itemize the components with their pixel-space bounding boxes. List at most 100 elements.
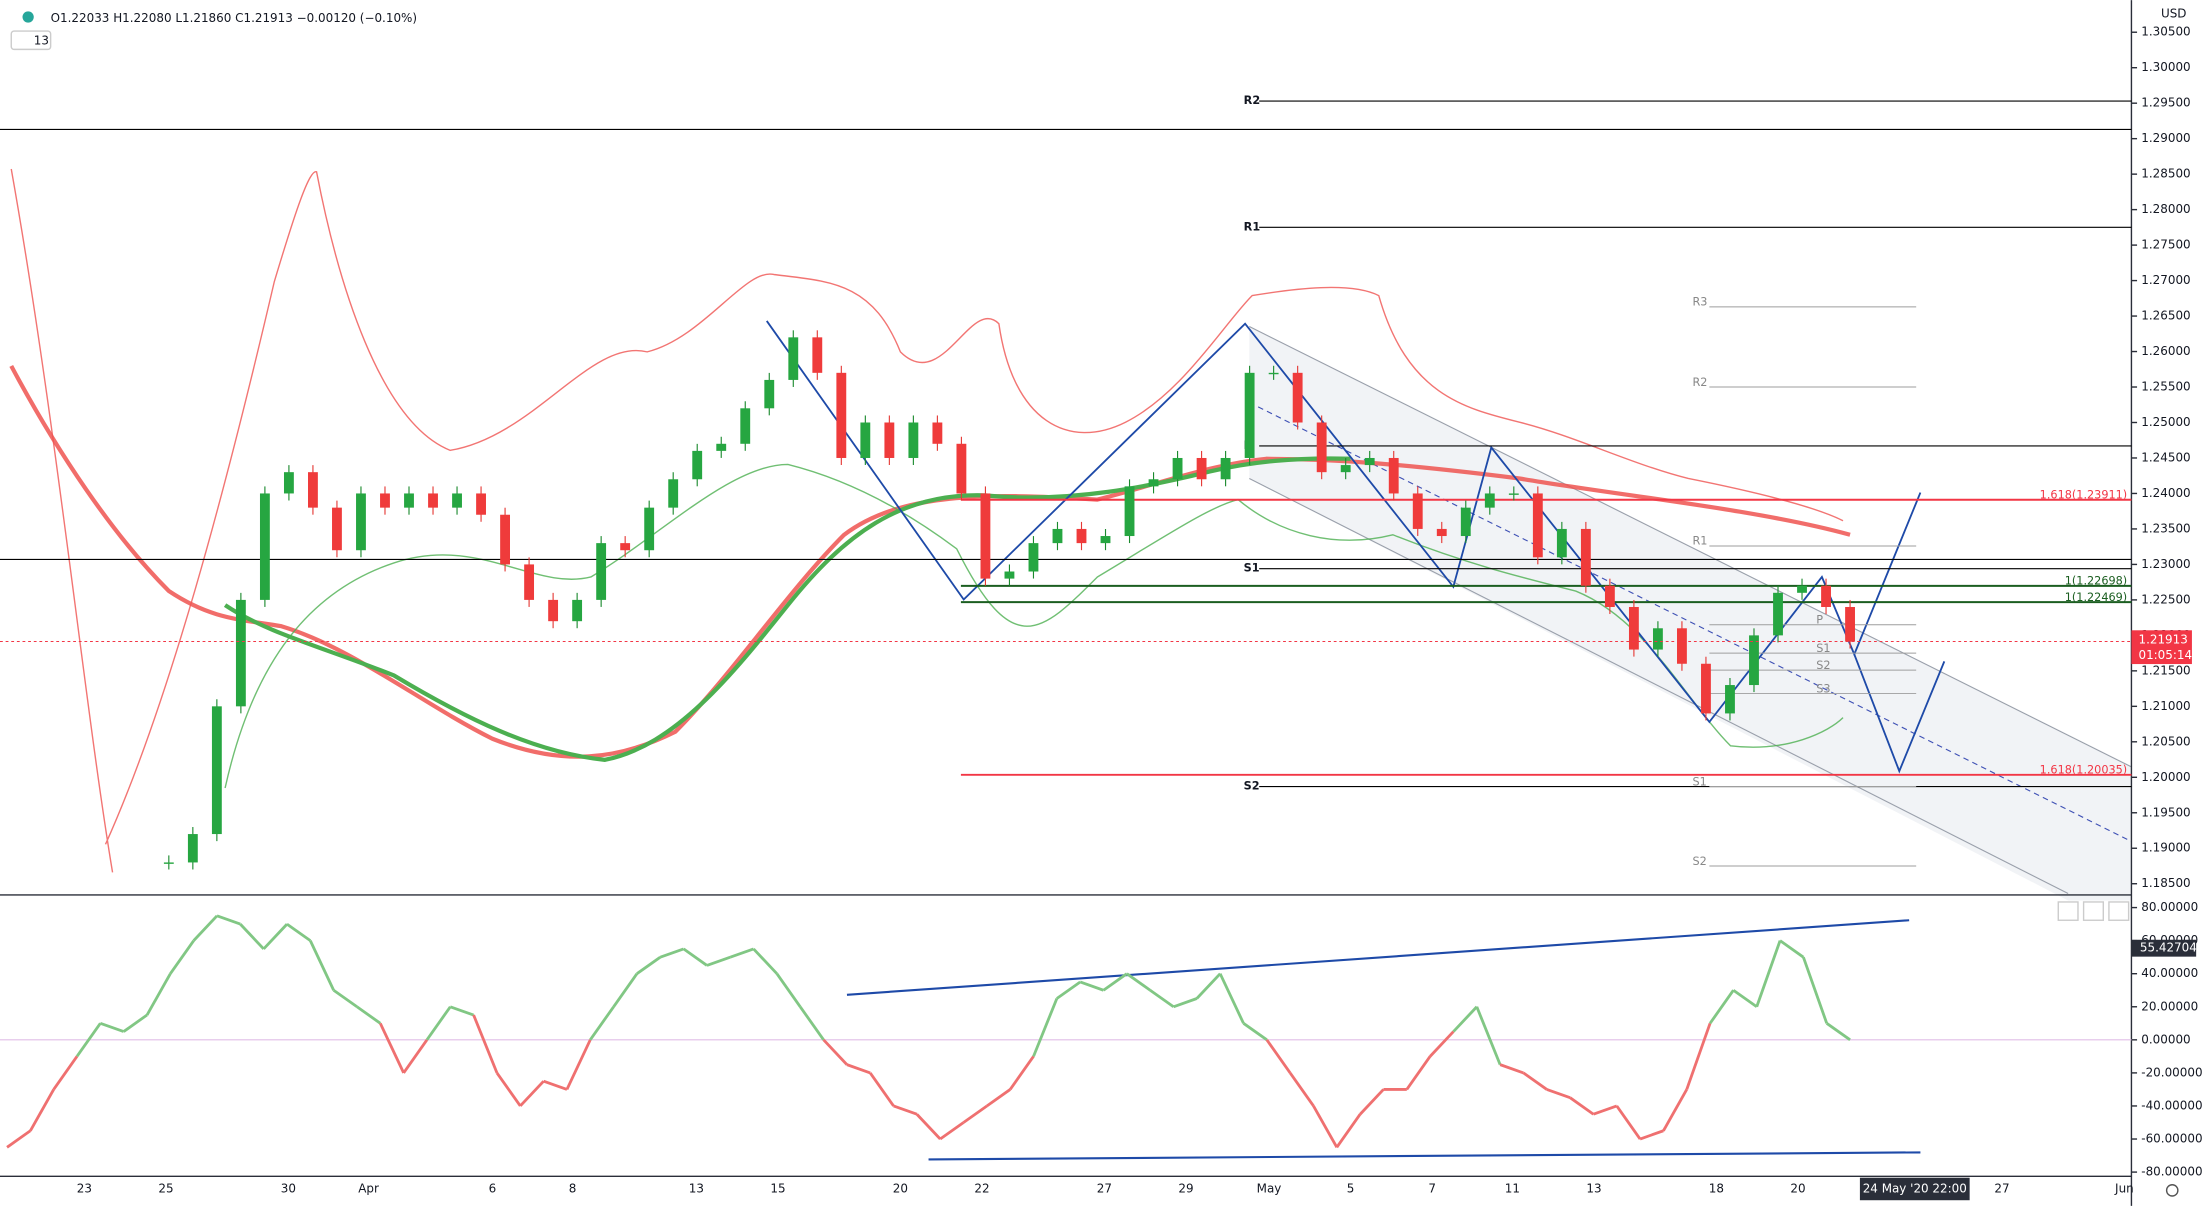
oscillator-segment [1429,1030,1455,1058]
y-tick-label: 1.23500 [2141,521,2190,535]
oscillator-segment [636,956,662,975]
oscillator-segment [729,947,755,959]
oscillator-segment [1475,1006,1502,1066]
oscillator-segment [1312,1105,1339,1148]
oscillator-segment [893,1104,918,1116]
settings-icon[interactable] [2165,1184,2179,1197]
candle [764,379,775,409]
candle [740,408,751,444]
pivot-label: R1 [1244,220,1261,233]
pivot-label: S1 [1692,775,1706,788]
candle [500,514,510,565]
oscillator-segment [1546,1088,1571,1100]
candle [404,493,414,508]
y-tick-label: -20.00000 [2141,1065,2202,1079]
oscillator-segment [1009,1055,1035,1091]
oscillator-segment [145,973,172,1016]
y-tick-label: 1.20500 [2141,734,2190,748]
candle [668,479,679,508]
candle [788,337,799,380]
interval-button[interactable] [10,30,52,51]
x-tick-label: 30 [281,1181,296,1195]
oscillator-segment [1335,1113,1362,1149]
oscillator-segment [986,1088,1012,1108]
y-tick-label: 20.00000 [2141,999,2198,1013]
x-tick-label: 5 [1347,1181,1355,1195]
oscillator-segment [356,1005,382,1025]
moving-average [9,364,1851,759]
candle [1845,606,1855,642]
oscillator-segment [1195,972,1222,1000]
oscillator-segment [962,1104,988,1124]
y-tick-label: 1.18500 [2141,876,2190,890]
oscillator-segment [752,947,778,975]
x-tick-label: 29 [1178,1181,1193,1195]
candle [163,862,174,864]
candle [1244,372,1255,458]
oscillator-segment [262,923,289,950]
candle [1460,507,1471,537]
close-button[interactable] [2082,901,2105,921]
candle [235,599,246,707]
y-tick-label: 40.00000 [2141,966,2198,980]
candle [1508,493,1519,495]
interval[interactable]: 13 [34,33,49,47]
oscillator-segment [52,1055,79,1091]
x-tick-label: 22 [974,1181,989,1195]
oscillator-segment [1569,1096,1595,1116]
y-tick-label: 1.23000 [2141,557,2190,571]
y-tick-label: 1.27500 [2141,238,2190,252]
oscillator-segment [75,1022,102,1058]
oscillator-segment [1359,1088,1385,1116]
oscillator-segment [1218,973,1245,1024]
oscillator-segment [99,1021,125,1033]
x-tick-label: Apr [358,1181,379,1195]
candle [476,493,486,515]
oscillator-segment [332,989,358,1008]
pivot-label: S2 [1244,780,1260,793]
candle [1556,528,1567,558]
oscillator-segment [192,914,219,942]
oscillator-segment [1056,980,1082,1000]
move-up-button[interactable] [2057,901,2079,921]
candle [1172,457,1183,480]
oscillator-segment [543,1079,568,1091]
candle [1388,457,1399,494]
pivot-label: S2 [1816,659,1830,672]
pivot-label: R1 [1692,535,1707,548]
candle [332,507,342,551]
candle [1148,479,1159,487]
candle [1196,457,1207,480]
x-tick-label: 27 [1994,1181,2009,1195]
channel-line [1249,326,2132,768]
candle [1484,493,1495,508]
candle [1292,372,1303,423]
candle [187,834,198,863]
candle [524,564,535,600]
candle [692,450,703,480]
x-tick-label: May [1257,1181,1282,1195]
candle [908,422,919,458]
candle [1004,571,1015,579]
candle [1821,585,1831,607]
osc-trendline [928,1151,1921,1161]
candle [259,493,270,600]
oscillator-segment [1173,997,1198,1009]
oscillator-segment [659,947,685,959]
y-tick-label: 1.25500 [2141,380,2190,394]
oscillator-segment [6,1129,32,1149]
candle [1052,528,1063,544]
oscillator-segment [1639,1129,1664,1141]
candle [1773,592,1783,636]
y-tick-label: 1.19500 [2141,805,2190,819]
candle [1412,493,1423,529]
maximize-button[interactable] [2108,901,2130,921]
oscillator-segment [775,972,802,1008]
x-tick-label: 8 [569,1181,577,1195]
oscillator-segment [402,1039,429,1074]
oscillator-segment [1265,1039,1292,1074]
oscillator-segment [612,972,639,1008]
oscillator-segment [1126,972,1151,992]
oscillator-segment [1079,980,1104,992]
